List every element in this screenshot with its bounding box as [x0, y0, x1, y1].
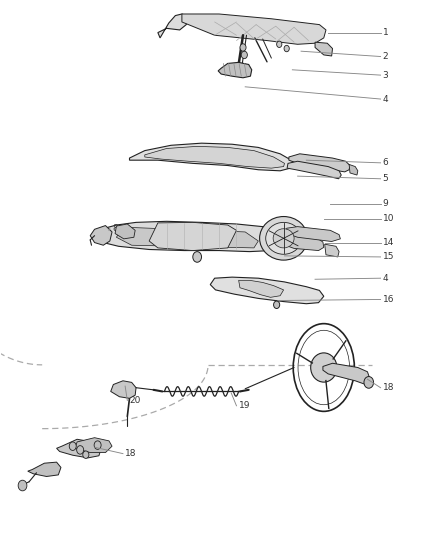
- Circle shape: [193, 252, 201, 262]
- Text: 4: 4: [383, 273, 389, 282]
- Text: 20: 20: [130, 396, 141, 405]
- Polygon shape: [287, 227, 340, 241]
- Polygon shape: [210, 277, 324, 304]
- Polygon shape: [145, 147, 285, 168]
- Text: 18: 18: [125, 449, 137, 458]
- Text: 1: 1: [383, 28, 389, 37]
- Polygon shape: [117, 227, 258, 248]
- Polygon shape: [28, 462, 61, 477]
- Circle shape: [240, 44, 246, 51]
- Circle shape: [241, 51, 247, 59]
- Text: 14: 14: [383, 238, 394, 247]
- Polygon shape: [239, 280, 284, 297]
- Polygon shape: [111, 381, 136, 398]
- Circle shape: [69, 442, 76, 450]
- Polygon shape: [75, 438, 112, 453]
- Circle shape: [83, 451, 89, 458]
- Text: 5: 5: [383, 174, 389, 183]
- Circle shape: [277, 41, 282, 47]
- Polygon shape: [325, 244, 339, 257]
- Polygon shape: [287, 161, 341, 179]
- Polygon shape: [97, 221, 289, 252]
- Ellipse shape: [273, 229, 294, 248]
- Polygon shape: [323, 364, 370, 384]
- Polygon shape: [284, 233, 324, 251]
- Polygon shape: [115, 224, 135, 239]
- Polygon shape: [218, 62, 252, 78]
- Polygon shape: [158, 14, 188, 38]
- Polygon shape: [149, 222, 237, 251]
- Circle shape: [364, 376, 374, 388]
- Circle shape: [18, 480, 27, 491]
- Circle shape: [77, 446, 84, 454]
- Polygon shape: [57, 439, 101, 458]
- Text: 4: 4: [383, 94, 389, 103]
- Text: 8: 8: [112, 224, 118, 233]
- Ellipse shape: [311, 353, 337, 382]
- Polygon shape: [90, 225, 112, 245]
- Text: 15: 15: [383, 253, 394, 261]
- Text: 18: 18: [383, 383, 394, 392]
- Text: 16: 16: [383, 295, 394, 304]
- Text: 19: 19: [239, 401, 250, 410]
- Polygon shape: [182, 14, 326, 44]
- Polygon shape: [289, 154, 350, 172]
- Text: 9: 9: [383, 199, 389, 208]
- Polygon shape: [349, 165, 358, 175]
- Circle shape: [284, 45, 289, 52]
- Circle shape: [94, 441, 101, 449]
- Text: 2: 2: [383, 52, 389, 61]
- Circle shape: [274, 301, 280, 309]
- Text: 10: 10: [383, 214, 394, 223]
- Polygon shape: [315, 42, 332, 56]
- Text: 6: 6: [383, 158, 389, 167]
- Polygon shape: [130, 143, 293, 171]
- Text: 3: 3: [383, 70, 389, 79]
- Ellipse shape: [260, 216, 307, 260]
- Ellipse shape: [266, 222, 301, 254]
